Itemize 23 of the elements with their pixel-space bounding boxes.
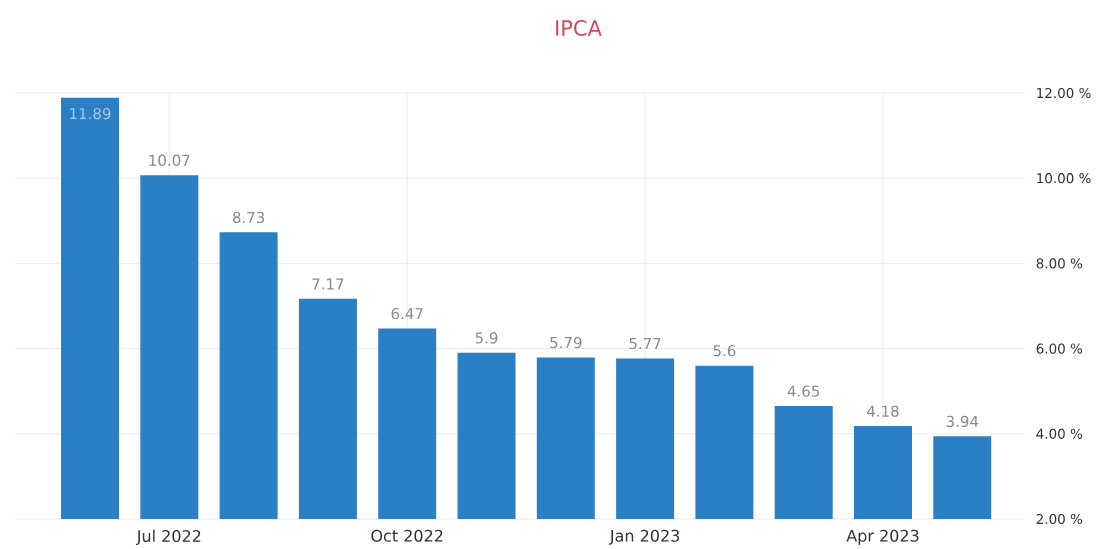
data-label: 3.94 (946, 415, 979, 428)
data-label: 7.17 (312, 278, 344, 290)
x-tick-label: Jan 2023 (609, 529, 680, 545)
data-label: 5.77 (629, 337, 661, 350)
y-tick-label: 6.00 % (1036, 343, 1083, 354)
x-tick-label: Jul 2022 (135, 529, 201, 546)
data-label: 4.65 (787, 385, 820, 397)
x-tick-label: Oct 2022 (371, 529, 443, 542)
data-label: 5.79 (550, 336, 582, 349)
data-label: 5.9 (475, 332, 498, 344)
chart-title: IPCA (556, 20, 602, 36)
data-label: 6.47 (391, 307, 423, 320)
data-label: 11.89 (70, 107, 111, 120)
data-label: 10.07 (149, 154, 190, 166)
data-label: 5.6 (713, 345, 736, 357)
y-tick-label: 12.00 % (1037, 87, 1091, 99)
x-tick-label: Apr 2023 (846, 529, 919, 545)
y-tick-label: 8.00 % (1036, 258, 1083, 269)
y-tick-label: 2.00 % (1036, 513, 1083, 525)
data-label: 4.18 (867, 405, 899, 417)
data-label: 8.73 (232, 211, 265, 224)
y-tick-label: 4.00 % (1036, 428, 1083, 439)
y-tick-label: 10.00 % (1037, 173, 1091, 184)
